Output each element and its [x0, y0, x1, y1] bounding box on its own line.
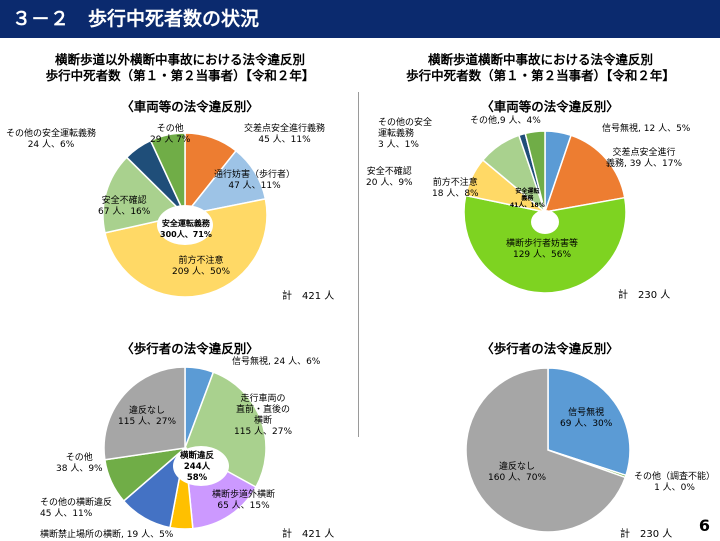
tr-label-sonota: その他,9 人、4% — [470, 116, 541, 126]
tl-label-sonota-anzen: その他の安全運転義務 24 人、6% — [6, 129, 97, 150]
right-title-line2: 歩行中死者数（第１・第２当事者）【令和２年】 — [406, 68, 675, 83]
tl-center-disc — [157, 205, 213, 245]
br-label-ihannashi: 違反なし 160 人、70% — [488, 462, 547, 483]
left-title-line2: 歩行中死者数（第１・第２当事者）【令和２年】 — [45, 68, 315, 83]
bl-slice-6 — [103, 366, 186, 461]
tr-label-anzen-fukakunin: 安全不確認 20 人、9% — [366, 167, 413, 188]
br-total: 計 230 人 — [620, 529, 673, 540]
bl-label-shingou: 信号無視, 24 人、6% — [232, 357, 321, 367]
bl-label-ihannashi: 違反なし 115 人、27% — [118, 406, 177, 427]
left-title: 横断歩道以外横断中事故における法令違反別 歩行中死者数（第１・第２当事者）【令和… — [10, 52, 350, 84]
br-subtitle: 〈歩行者の法令違反別〉 — [481, 341, 619, 356]
tl-subtitle: 〈車両等の法令違反別〉 — [121, 99, 259, 114]
page-number: 6 — [698, 516, 710, 535]
tr-label-oudan: 横断歩行者妨害等 129 人、56% — [506, 239, 579, 260]
tl-slice-5 — [149, 132, 186, 216]
tr-label-kousaten: 交差点安全進行 義務, 39 人、17% — [606, 148, 683, 169]
tr-subtitle: 〈車両等の法令違反別〉 — [481, 99, 619, 114]
bl-center-disc — [173, 446, 229, 486]
tr-label-sonota-anzen: その他の安全 運転義務 3 人、1% — [378, 118, 433, 150]
tr-slice-2 — [463, 194, 627, 294]
br-label-sonota: その他（調査不能） 1 人、0% — [634, 472, 716, 493]
tr-total: 計 230 人 — [618, 290, 671, 301]
bl-center-label: 横断違反 244人 58% — [180, 451, 215, 483]
page-header: ３－２ 歩行中死者数の状況 — [0, 0, 720, 38]
tl-label-sonota: その他 29 人 7% — [150, 124, 191, 145]
tl-label-kousaten: 交差点安全進行義務 45 人、11% — [244, 124, 326, 145]
tr-center-label: 安全運転 義務 41人、18% — [510, 188, 545, 209]
tr-center-disc — [531, 210, 559, 234]
bl-label-sonota-oudan: その他の横断違反 45 人、11% — [40, 498, 113, 519]
bl-total: 計 421 人 — [282, 529, 335, 540]
br-slice-2 — [465, 367, 627, 533]
tr-label-shingou: 信号無視, 12 人、5% — [602, 124, 691, 134]
page-title: ３－２ 歩行中死者数の状況 — [12, 8, 260, 30]
bl-label-sonota: その他 38 人、9% — [56, 453, 103, 474]
tl-slice-2 — [104, 198, 268, 298]
tr-label-zenpou: 前方不注意 18 人、8% — [432, 178, 479, 199]
bl-subtitle: 〈歩行者の法令違反別〉 — [121, 341, 259, 356]
center-divider — [358, 92, 359, 437]
tl-label-tsuukou: 通行妨害（歩行者） 47 人、11% — [214, 170, 296, 191]
tl-total: 計 421 人 — [282, 291, 335, 302]
bl-label-oudanhodougai: 横断歩道外横断 65 人、15% — [212, 490, 276, 511]
br-label-shingou: 信号無視 69 人、30% — [560, 408, 613, 429]
tl-label-anzen-fukakunin: 安全不確認 67 人、16% — [98, 196, 151, 217]
tl-label-zenpou: 前方不注意 209 人、50% — [172, 256, 231, 277]
right-title-line1: 横断歩道横断中事故における法令違反別 — [427, 52, 653, 67]
br-slice-0 — [547, 367, 631, 477]
right-title: 横断歩道横断中事故における法令違反別 歩行中死者数（第１・第２当事者）【令和２年… — [368, 52, 713, 84]
tr-slice-1 — [543, 134, 626, 213]
bl-label-chokuzen: 走行車両の 直前・直後の 横断 115 人、27% — [234, 394, 293, 437]
tr-slice-6 — [524, 130, 546, 213]
left-title-line1: 横断歩道以外横断中事故における法令違反別 — [54, 52, 305, 67]
tl-center-label: 安全運転義務 300人、71% — [160, 219, 212, 239]
bl-label-kinshi: 横断禁止場所の横断, 19 人、5% — [40, 530, 174, 540]
